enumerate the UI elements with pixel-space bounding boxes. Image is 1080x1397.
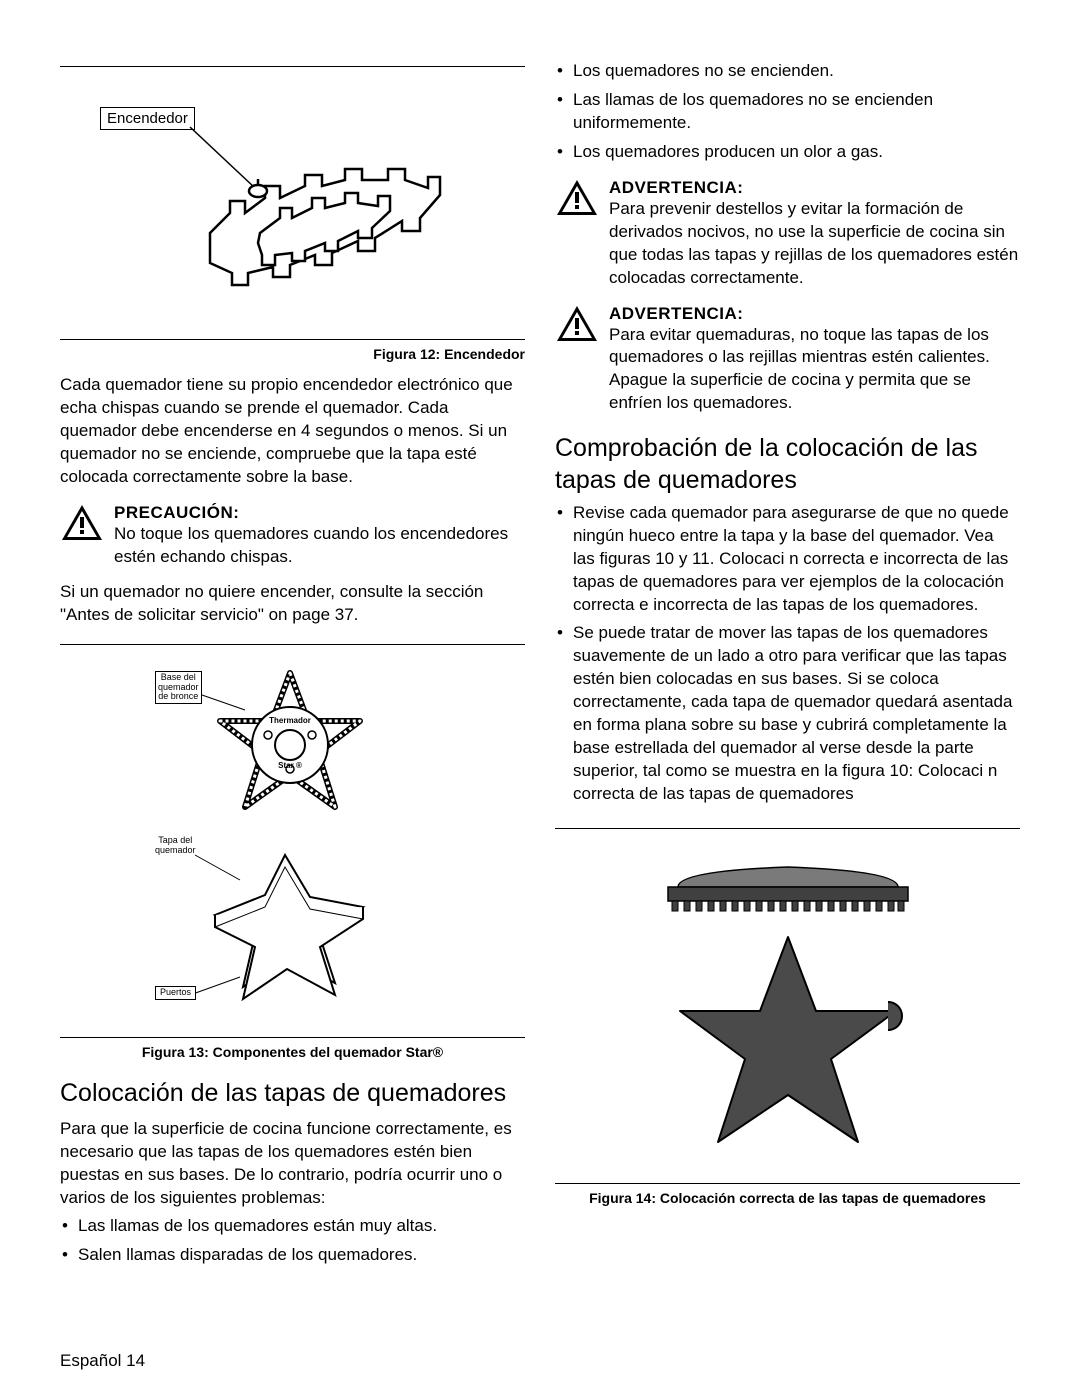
divider xyxy=(555,1183,1020,1184)
warning-title: ADVERTENCIA: xyxy=(609,178,1020,198)
fig13-label-puertos: Puertos xyxy=(155,986,196,999)
fig13-label-tapa: Tapa del quemador xyxy=(155,836,196,855)
warning-block-2: ADVERTENCIA: Para evitar quemaduras, no … xyxy=(555,304,1020,416)
warning-icon xyxy=(555,304,599,344)
page-footer: Español 14 xyxy=(60,1351,145,1371)
list-item: Los quemadores producen un olor a gas. xyxy=(573,141,1020,164)
caution-title: PRECAUCIÓN: xyxy=(114,503,525,523)
heading-comprobacion: Comprobación de la colocación de las tap… xyxy=(555,433,1020,496)
list-item: Los quemadores no se encienden. xyxy=(573,60,1020,83)
problems-list: Las llamas de los quemadores están muy a… xyxy=(60,1215,525,1267)
warning-title: ADVERTENCIA: xyxy=(609,304,1020,324)
svg-text:Thermador: Thermador xyxy=(269,716,311,725)
list-item: Salen llamas disparadas de los quemadore… xyxy=(78,1244,525,1267)
figure-14 xyxy=(555,837,1020,1177)
list-item: Las llamas de los quemadores están muy a… xyxy=(78,1215,525,1238)
warning-body: Para prevenir destellos y evitar la form… xyxy=(609,198,1020,290)
warning-body: Para evitar quemaduras, no toque las tap… xyxy=(609,324,1020,416)
divider xyxy=(60,644,525,645)
problems-list-continued: Los quemadores no se encienden. Las llam… xyxy=(555,60,1020,164)
igniter-illustration xyxy=(140,83,460,323)
divider xyxy=(555,828,1020,829)
figure-12: Encendedor xyxy=(60,73,525,333)
paragraph: Si un quemador no quiere encender, consu… xyxy=(60,581,525,627)
caution-block: PRECAUCIÓN: No toque los quemadores cuan… xyxy=(60,503,525,569)
list-item: Se puede tratar de mover las tapas de lo… xyxy=(573,622,1020,806)
list-item: Las llamas de los quemadores no se encie… xyxy=(573,89,1020,135)
divider xyxy=(60,339,525,340)
correct-cap-placement xyxy=(618,837,958,1167)
divider xyxy=(60,66,525,67)
svg-text:Star ®: Star ® xyxy=(278,761,302,770)
figure-13-caption: Figura 13: Componentes del quemador Star… xyxy=(60,1044,525,1060)
paragraph: Para que la superficie de cocina funcion… xyxy=(60,1118,525,1210)
figure-14-caption: Figura 14: Colocación correcta de las ta… xyxy=(555,1190,1020,1206)
list-item: Revise cada quemador para asegurarse de … xyxy=(573,502,1020,617)
warning-icon xyxy=(60,503,104,543)
heading-colocacion: Colocación de las tapas de quemadores xyxy=(60,1078,525,1109)
warning-block-1: ADVERTENCIA: Para prevenir destellos y e… xyxy=(555,178,1020,290)
caution-body: No toque los quemadores cuando los encen… xyxy=(114,523,525,569)
divider xyxy=(60,1037,525,1038)
right-column: Los quemadores no se encienden. Las llam… xyxy=(555,60,1020,1267)
figure-13: Thermador Star ® Base del quemador de br… xyxy=(60,651,525,1031)
figure-12-caption: Figura 12: Encendedor xyxy=(60,346,525,362)
left-column: Encendedor Figura 12: Encendedor xyxy=(60,60,525,1267)
warning-icon xyxy=(555,178,599,218)
paragraph: Cada quemador tiene su propio encendedor… xyxy=(60,374,525,489)
fig13-label-base: Base del quemador de bronce xyxy=(155,671,202,703)
check-list: Revise cada quemador para asegurarse de … xyxy=(555,502,1020,806)
